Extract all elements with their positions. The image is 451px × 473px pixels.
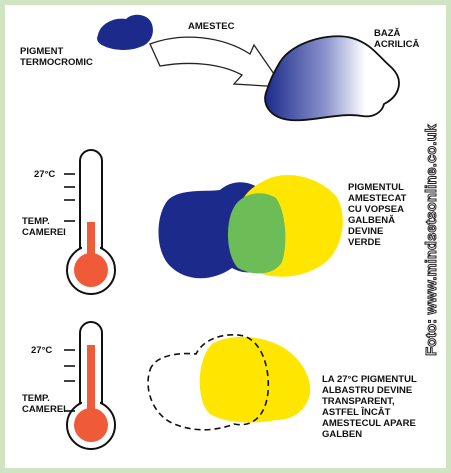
acrylic-base-label: BAZĂ ACRILICĂ <box>374 28 420 50</box>
green-overlap-blob <box>227 193 286 274</box>
green-result-note: PIGMENTUL AMESTECAT CU VOPSEA GALBENĂ DE… <box>348 182 407 248</box>
yellow-result-blob <box>199 336 311 423</box>
mix-label: AMESTEC <box>188 21 235 32</box>
photo-credit-text: Foto: www.mindsetsonline.co.uk <box>424 124 441 357</box>
acrylic-base-blob <box>264 35 400 122</box>
thermometer-1 <box>64 149 116 295</box>
pigment-label: PIGMENT TERMOCROMIC <box>20 46 93 68</box>
temperature-label-2: 27°C <box>31 345 53 356</box>
room-temp-label-1: TEMP. CAMEREI <box>22 216 66 238</box>
temperature-label-1: 27°C <box>34 169 56 180</box>
thermometer-2 <box>64 321 116 450</box>
mix-arrow <box>149 36 285 88</box>
yellow-result-note: LA 27°C PIGMENTUL ALBASTRU DEVINE TRANSP… <box>322 374 417 440</box>
photo-credit: Foto: www.mindsetsonline.co.uk <box>420 90 444 390</box>
transparent-pigment-outline <box>147 334 270 431</box>
room-temp-label-2: TEMP. CAMEREI <box>22 393 66 415</box>
pigment-blob <box>97 14 153 50</box>
